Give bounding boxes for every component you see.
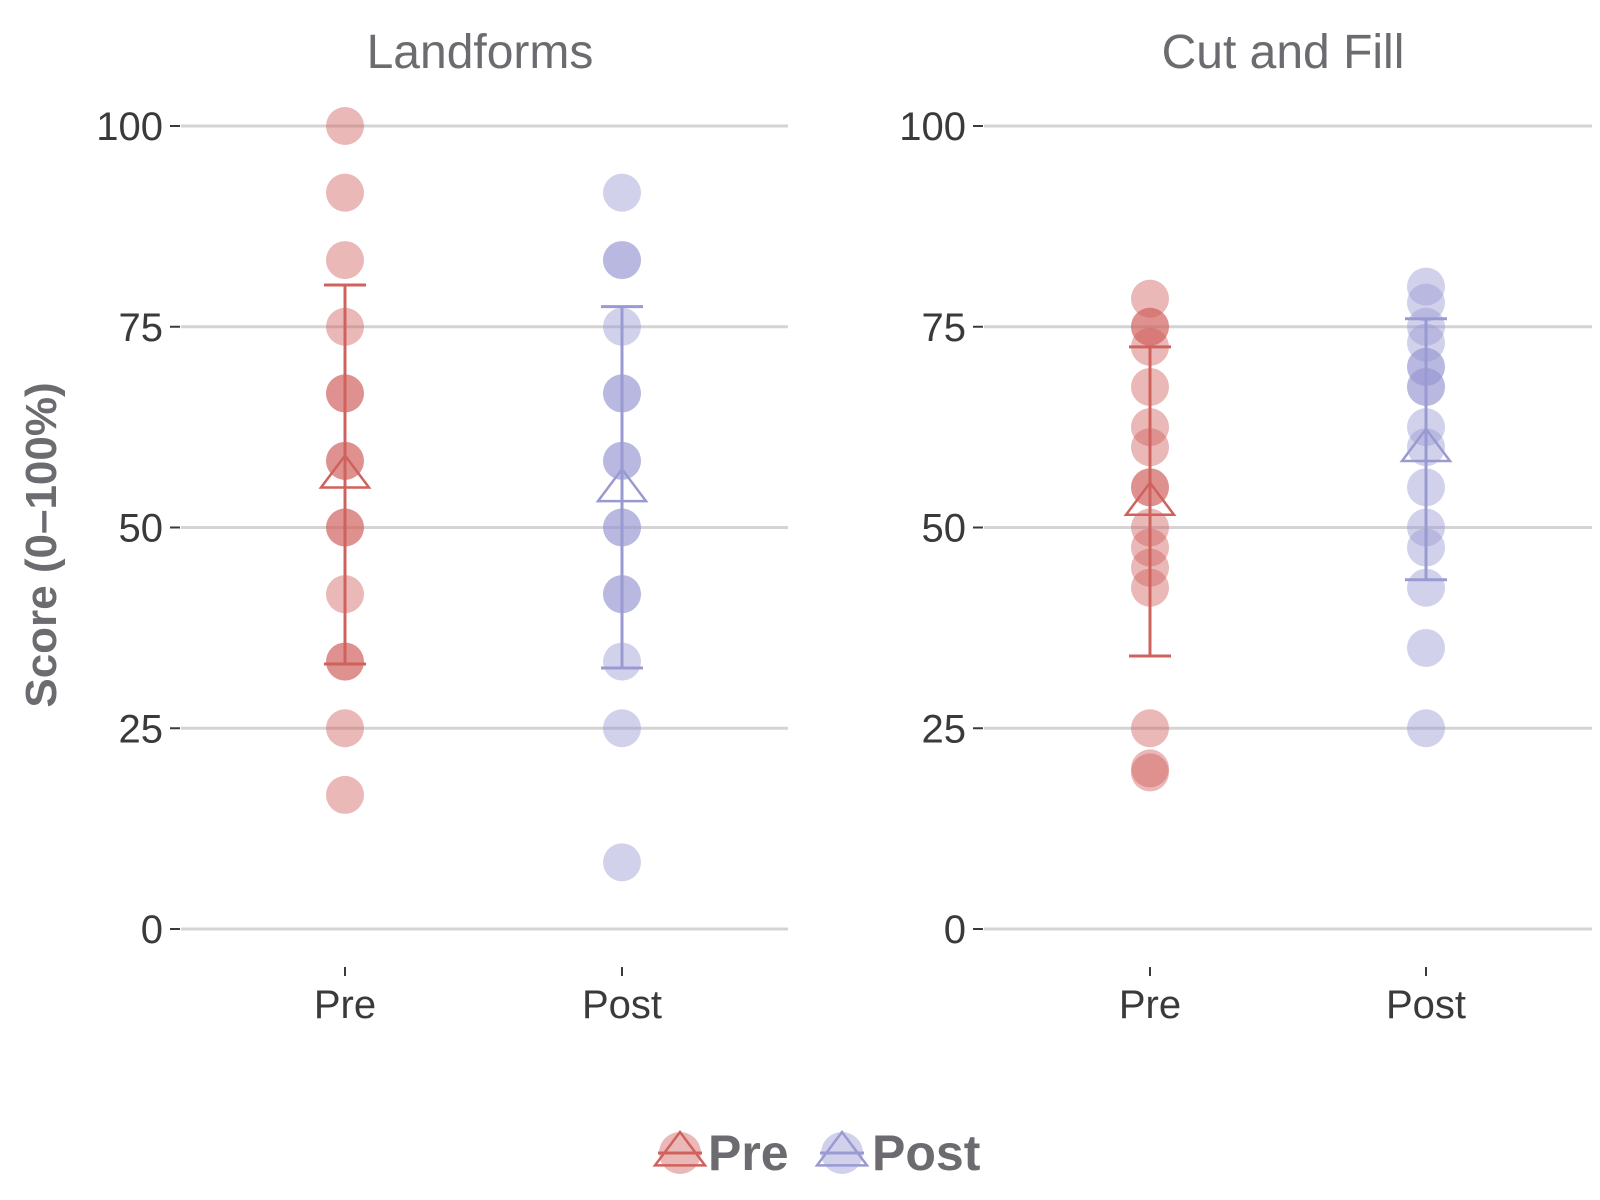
x-tick-label: Post — [1386, 983, 1466, 1027]
x-tick-label: Pre — [1119, 983, 1181, 1027]
y-tick-label: 50 — [119, 507, 164, 551]
y-tick-label: 75 — [922, 306, 967, 350]
legend-label: Post — [872, 1125, 981, 1181]
y-tick-label: 50 — [922, 507, 967, 551]
data-point — [1131, 279, 1169, 318]
data-point — [1407, 628, 1445, 667]
legend-key-triangle — [652, 1129, 708, 1167]
series-post — [1399, 267, 1453, 748]
series-post — [595, 173, 649, 882]
data-point — [603, 241, 641, 280]
mean-marker — [1399, 426, 1453, 463]
data-point — [603, 173, 641, 212]
panel-title: Landforms — [367, 26, 594, 79]
legend-key-triangle — [814, 1129, 870, 1167]
y-axis-title: Score (0–100%) — [17, 382, 66, 707]
legend-item-post: Post — [814, 1125, 981, 1181]
mean-marker — [1123, 480, 1177, 517]
mean-marker — [318, 453, 372, 489]
data-point — [326, 709, 364, 748]
data-point — [1131, 749, 1169, 788]
y-tick-label: 100 — [96, 105, 163, 149]
data-point — [326, 107, 364, 145]
data-point — [1131, 307, 1169, 346]
mean-marker — [595, 467, 649, 503]
y-tick-label: 100 — [899, 105, 966, 149]
data-point — [1407, 283, 1445, 322]
data-point — [326, 241, 364, 280]
data-point — [326, 775, 364, 814]
series-pre — [318, 107, 372, 814]
data-point — [603, 843, 641, 882]
data-point — [1131, 709, 1169, 748]
legend: Pre Post — [652, 1125, 981, 1181]
data-point — [603, 709, 641, 748]
data-point — [1131, 307, 1169, 346]
data-point — [1407, 709, 1445, 748]
panel-1: Cut and Fill 0 25 50 75 100 Pre Post — [899, 26, 1592, 1027]
y-tick-label: 0 — [944, 908, 966, 952]
y-tick-label: 75 — [119, 306, 164, 350]
series-pre — [1123, 279, 1177, 792]
panel-0: Landforms 0 25 50 75 100 Pre Post — [96, 26, 788, 1027]
x-tick-label: Post — [582, 983, 662, 1027]
legend-label: Pre — [708, 1125, 789, 1181]
legend-item-pre: Pre — [652, 1125, 789, 1181]
data-point — [1407, 267, 1445, 306]
panel-title: Cut and Fill — [1162, 26, 1405, 79]
y-tick-label: 0 — [141, 908, 163, 952]
data-point — [603, 241, 641, 280]
x-tick-label: Pre — [314, 983, 376, 1027]
y-tick-label: 25 — [922, 707, 967, 751]
data-point — [326, 173, 364, 212]
data-point — [1131, 753, 1169, 792]
y-tick-label: 25 — [119, 707, 164, 751]
